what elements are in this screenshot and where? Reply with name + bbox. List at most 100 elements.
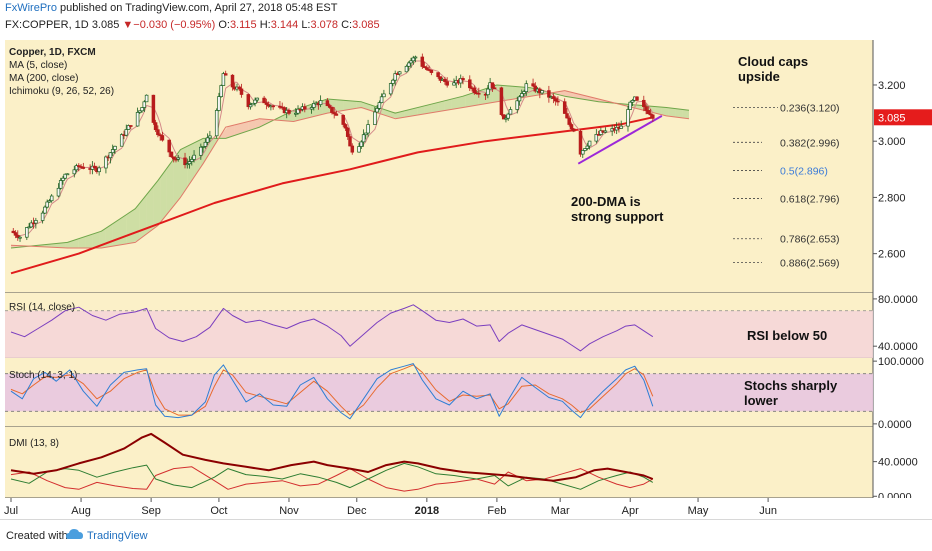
candle-body <box>345 127 350 137</box>
candle-body <box>359 141 364 147</box>
candle-body <box>16 234 20 238</box>
candle-body <box>583 148 587 151</box>
candle-body <box>248 104 253 108</box>
ichimoku-cloud-segment <box>512 86 520 100</box>
candle-body <box>635 96 639 101</box>
candle-body <box>104 156 108 169</box>
ichimoku-cloud-segment <box>431 102 439 113</box>
candle-body <box>443 78 447 82</box>
candle-body <box>361 134 366 143</box>
candle-body <box>547 90 551 98</box>
candle-body <box>341 114 345 125</box>
stoch-label: Stoch (14, 3, 1) <box>9 370 77 381</box>
ichimoku-cloud-segment <box>458 95 466 109</box>
ichimoku-cloud-segment <box>166 158 174 215</box>
ichimoku-span-b-line <box>10 90 690 249</box>
ichimoku-cloud-segment <box>92 231 100 248</box>
candle-body <box>596 134 601 136</box>
ichimoku-cloud-segment <box>655 106 662 115</box>
tradingview-brand[interactable]: TradingView <box>87 530 148 542</box>
chart-header: FxWirePro published on TradingView.com, … <box>0 0 932 40</box>
candle-body <box>587 140 592 147</box>
ichimoku-cloud-segment <box>411 107 418 117</box>
candle-body <box>81 166 86 169</box>
time-tick-label: Dec <box>347 505 367 517</box>
candle-body <box>219 85 223 97</box>
ichimoku-cloud-segment <box>343 100 350 111</box>
candle-body <box>461 78 465 81</box>
candle-body <box>151 94 156 123</box>
candle-body <box>43 206 47 214</box>
candle-body <box>343 124 348 129</box>
candle-body <box>330 107 334 113</box>
stoch-tick-label: 0.0000 <box>878 419 912 431</box>
close-value: 3.085 <box>352 19 380 31</box>
candle-body <box>477 92 481 95</box>
time-tick-label: Feb <box>487 505 506 517</box>
candle-body <box>377 102 382 109</box>
candle-body <box>142 101 147 108</box>
publisher-link[interactable]: FxWirePro <box>5 2 57 14</box>
candle-body <box>187 161 192 165</box>
ichimoku-cloud-segment <box>248 119 256 131</box>
ichimoku-cloud-segment <box>241 121 249 134</box>
candle-body <box>332 112 336 115</box>
candle-body <box>58 180 63 189</box>
candle-body <box>49 195 54 202</box>
ichimoku-cloud-segment <box>234 123 242 136</box>
candle-body <box>214 110 219 137</box>
dmi-tick-label: 40.0000 <box>878 457 918 469</box>
support-trendline[interactable] <box>577 115 663 165</box>
candle-body <box>262 97 266 104</box>
candle-body <box>366 124 370 134</box>
fib-level-label: 0.5(2.896) <box>780 165 828 177</box>
publish-line: FxWirePro published on TradingView.com, … <box>5 2 337 14</box>
candle-body <box>517 96 522 102</box>
time-tick-label: Aug <box>71 505 91 517</box>
fib-level-label: 0.618(2.796) <box>780 194 840 206</box>
candle-body <box>176 157 180 160</box>
footer-bar: Created with TradingView <box>0 519 932 551</box>
ichimoku-cloud-segment <box>255 118 262 129</box>
candle-body <box>77 165 81 167</box>
candle-body <box>578 130 583 155</box>
candle-body <box>156 129 160 136</box>
candle-body <box>253 99 257 104</box>
legend-title: Copper, 1D, FXCM <box>9 47 96 58</box>
candle-body <box>199 146 203 156</box>
candle-body <box>626 109 630 127</box>
candle-body <box>468 79 472 89</box>
candle-body <box>208 135 212 139</box>
candle-body <box>445 81 449 86</box>
ichimoku-cloud-segment <box>228 124 235 138</box>
candle-body <box>508 109 513 115</box>
chart-canvas[interactable]: 2.600 2.800 3.000 3.200 80.0000 40.0000 100.00… <box>0 40 932 519</box>
main-pane-bg <box>5 40 873 293</box>
candle-body <box>223 73 228 76</box>
candle-body <box>357 146 361 153</box>
fib-level-label: 0.786(2.653) <box>780 234 840 246</box>
time-tick-label: Jul <box>4 505 18 517</box>
candle-body <box>185 163 190 166</box>
candle-body <box>309 107 314 110</box>
candle-body <box>522 91 526 94</box>
candle-body <box>452 82 456 86</box>
tradingview-cloud-icon <box>66 529 83 539</box>
ichimoku-cloud-segment <box>438 100 445 112</box>
ichimoku-cloud-segment <box>451 97 459 110</box>
candle-body <box>72 169 77 175</box>
candle-body <box>192 154 196 160</box>
ichimoku-cloud-segment <box>78 236 86 248</box>
annotation-text: lower <box>744 393 778 408</box>
candle-body <box>34 220 38 224</box>
candle-body <box>407 62 411 67</box>
candle-body <box>425 67 429 70</box>
rsi-line <box>10 304 654 352</box>
candle-body <box>379 96 384 103</box>
dmi-minus-line <box>10 466 654 492</box>
legend-item: MA (5, close) <box>9 60 67 71</box>
candle-body <box>551 96 556 99</box>
candle-body <box>411 57 416 62</box>
candle-body <box>646 110 651 115</box>
candle-body <box>294 112 298 115</box>
